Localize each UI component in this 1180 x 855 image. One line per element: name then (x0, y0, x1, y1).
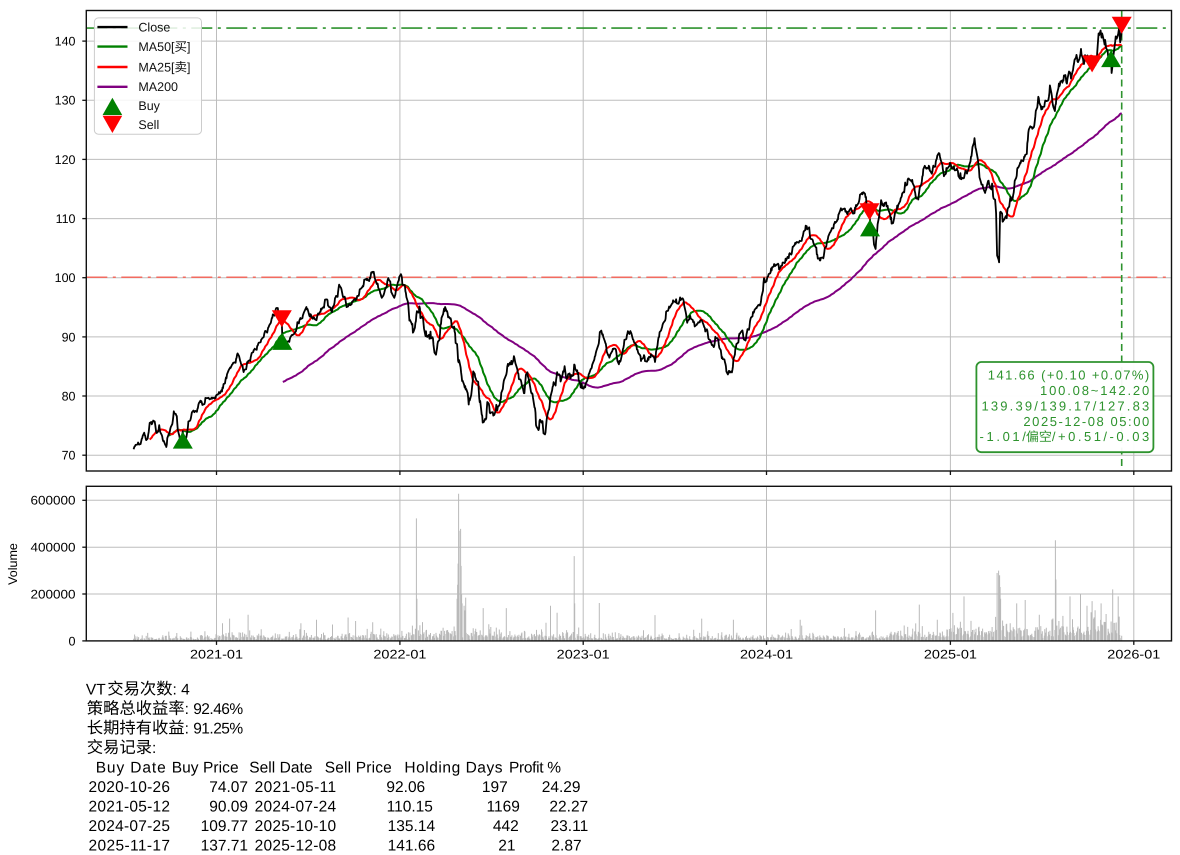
svg-text:141.66: 141.66 (388, 838, 435, 855)
svg-text:100: 100 (55, 271, 76, 285)
svg-text:Buy Date: Buy Date (96, 760, 166, 777)
svg-text:22.27: 22.27 (549, 799, 588, 816)
svg-text:109.77: 109.77 (201, 818, 248, 835)
svg-text:442: 442 (493, 818, 519, 835)
svg-text:Sell Price: Sell Price (325, 760, 392, 777)
svg-text:110.15: 110.15 (387, 799, 433, 816)
svg-text:24.29: 24.29 (542, 779, 581, 796)
svg-text:Buy Price: Buy Price (172, 760, 239, 777)
svg-text::: : (152, 740, 156, 757)
svg-text:130: 130 (55, 94, 76, 108)
svg-text:110: 110 (56, 212, 76, 226)
svg-text:600000: 600000 (31, 494, 76, 508)
svg-text:MA200: MA200 (138, 80, 178, 94)
svg-text:2021-01: 2021-01 (190, 647, 243, 661)
svg-text:Holding Days: Holding Days (404, 760, 502, 777)
svg-text:VT: VT (86, 681, 106, 698)
svg-text:2020-10-26: 2020-10-26 (89, 779, 171, 796)
svg-text:2023-01: 2023-01 (557, 647, 610, 661)
svg-text:0: 0 (69, 634, 76, 648)
svg-text:90.09: 90.09 (209, 799, 248, 816)
svg-text:92.46%: 92.46% (193, 701, 243, 718)
svg-text:197: 197 (482, 779, 508, 796)
svg-text:]: ] (187, 40, 190, 54)
svg-text:2025-11-17: 2025-11-17 (89, 838, 171, 855)
svg-text:1169: 1169 (487, 799, 520, 816)
svg-text:400000: 400000 (31, 541, 76, 555)
svg-text::: : (185, 701, 189, 718)
svg-text:80: 80 (62, 389, 76, 403)
svg-text:: 4: : 4 (173, 681, 191, 698)
svg-text:Buy: Buy (138, 99, 160, 113)
svg-text:2.87: 2.87 (551, 838, 581, 855)
svg-text:MA25[: MA25[ (138, 60, 175, 74)
svg-text:2024-01: 2024-01 (740, 647, 793, 661)
svg-text:-1.01/: -1.01/ (980, 429, 1027, 444)
svg-text:135.14: 135.14 (388, 818, 436, 835)
svg-text:Sell Date: Sell Date (249, 760, 312, 777)
svg-text:2022-01: 2022-01 (373, 647, 426, 661)
svg-text:140: 140 (55, 35, 76, 49)
svg-text:139.39/139.17/127.83: 139.39/139.17/127.83 (982, 398, 1150, 413)
svg-text:92.06: 92.06 (386, 779, 425, 796)
svg-text:21: 21 (498, 838, 515, 855)
svg-text:Volume: Volume (6, 543, 20, 585)
svg-text:2021-05-11: 2021-05-11 (255, 779, 337, 796)
svg-text:Close: Close (138, 21, 170, 35)
svg-text:Sell: Sell (138, 118, 159, 132)
svg-text:2025-12-08: 2025-12-08 (255, 838, 337, 855)
svg-text:91.25%: 91.25% (193, 720, 243, 737)
svg-text:2021-05-12: 2021-05-12 (89, 799, 171, 816)
svg-text:137.71: 137.71 (201, 838, 248, 855)
svg-text:120: 120 (55, 153, 76, 167)
svg-text:2025-10-10: 2025-10-10 (255, 818, 337, 835)
svg-text:2024-07-24: 2024-07-24 (255, 799, 337, 816)
svg-text:70: 70 (62, 449, 76, 463)
svg-text:2026-01: 2026-01 (1107, 647, 1160, 661)
svg-text:100.08~142.20: 100.08~142.20 (1040, 383, 1149, 398)
svg-text::: : (185, 720, 189, 737)
svg-text:90: 90 (62, 330, 76, 344)
svg-text:2024-07-25: 2024-07-25 (89, 818, 171, 835)
svg-text:74.07: 74.07 (209, 779, 248, 796)
svg-text:200000: 200000 (31, 587, 76, 601)
svg-text:]: ] (187, 60, 190, 74)
svg-text:Profit %: Profit % (509, 760, 561, 777)
svg-text:MA50[: MA50[ (138, 40, 175, 54)
svg-text:2025-01: 2025-01 (924, 647, 977, 661)
svg-text:23.11: 23.11 (551, 818, 589, 835)
